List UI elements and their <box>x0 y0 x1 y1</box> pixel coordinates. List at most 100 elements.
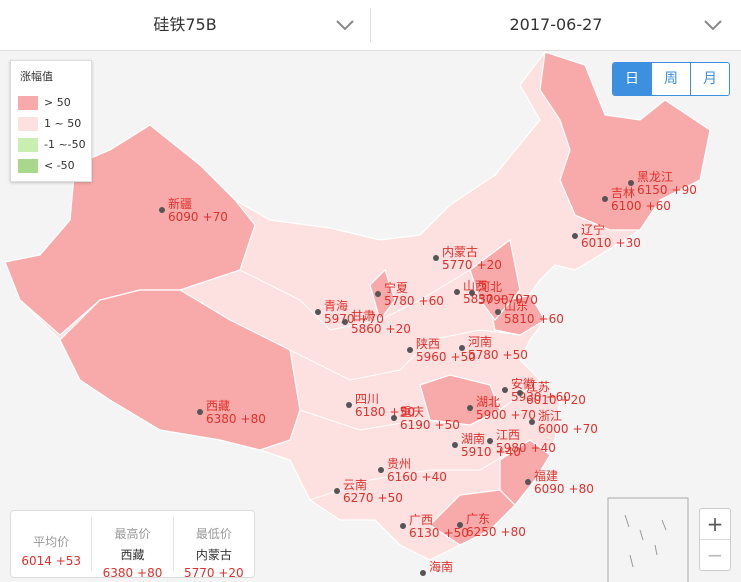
city-dot[interactable] <box>454 289 460 295</box>
legend-title: 涨幅值 <box>20 70 53 83</box>
change: +90 <box>672 183 697 197</box>
border <box>299 379 541 431</box>
change: +30 <box>616 236 641 250</box>
province-name: 山西 <box>463 279 487 293</box>
change: +70 <box>511 408 536 422</box>
city-dot[interactable] <box>197 409 203 415</box>
change: +70 <box>573 422 598 436</box>
header: 硅铁75B 2017-06-27 <box>0 0 741 51</box>
province-name: 江西 <box>496 428 520 442</box>
product-select[interactable]: 硅铁75B <box>0 0 370 50</box>
period-tab[interactable]: 月 <box>690 63 729 95</box>
province-name: 辽宁 <box>581 222 605 237</box>
province-value: 5910 +40 <box>461 445 521 459</box>
province-name: 云南 <box>343 477 367 492</box>
city-dot[interactable] <box>457 522 463 528</box>
city-dot[interactable] <box>315 309 321 315</box>
province-name: 内蒙古 <box>442 244 478 259</box>
price: 6160 <box>387 470 418 484</box>
chevron <box>704 20 722 31</box>
city-dot[interactable] <box>525 479 531 485</box>
change: +60 <box>539 312 564 326</box>
legend-swatch <box>18 95 38 110</box>
summary-price: 6014 <box>21 554 52 568</box>
province-value: 5810 +60 <box>504 312 564 326</box>
city-dot[interactable] <box>487 438 493 444</box>
date-select[interactable]: 2017-06-27 <box>371 0 741 50</box>
change: +50 <box>390 405 415 419</box>
price: 5860 <box>351 322 382 336</box>
zoom-button[interactable]: − <box>700 539 730 570</box>
price: 5810 <box>504 312 535 326</box>
province-name: 四川 <box>355 392 379 406</box>
province-value: 6380 +80 <box>206 412 266 426</box>
province-name: 新疆 <box>168 196 192 211</box>
price: 6380 <box>206 412 237 426</box>
city-dot[interactable] <box>346 402 352 408</box>
city-dot[interactable] <box>467 405 473 411</box>
product: 硅铁75B <box>153 15 217 34</box>
legend-item: > 50 <box>11 92 91 113</box>
price: 5900 <box>476 408 507 422</box>
city-dot[interactable] <box>452 442 458 448</box>
province-name: 河北 <box>478 280 502 294</box>
summary-value: 5770 +20 <box>174 566 254 580</box>
date: 2017-06-27 <box>509 15 603 34</box>
city-dot[interactable] <box>159 207 165 213</box>
price: 6090 <box>534 482 565 496</box>
province-name: 河南 <box>468 334 492 349</box>
price: 6150 <box>637 183 668 197</box>
city-dot[interactable] <box>469 290 475 296</box>
province-name: 黑龙江 <box>637 170 673 184</box>
province-name: 江苏 <box>526 380 550 394</box>
legend-swatch <box>18 137 38 152</box>
summary-cell: 最低价 内蒙古 5770 +20 <box>172 517 254 580</box>
region-xinjiang[interactable] <box>4 124 256 336</box>
zoom-button[interactable]: + <box>706 512 724 536</box>
city-dot[interactable] <box>572 233 578 239</box>
region-hebei[interactable] <box>469 238 521 321</box>
price: 6190 <box>400 418 431 432</box>
change: +60 <box>646 199 671 213</box>
zoom-control: + − <box>699 508 731 571</box>
city-dot[interactable] <box>433 255 439 261</box>
price: 6180 <box>355 405 386 419</box>
price: 5790 <box>478 293 509 307</box>
region-ningxia[interactable] <box>369 268 396 322</box>
summary-label: 最高价 <box>114 527 151 541</box>
province-value: 5770 +20 <box>442 258 502 272</box>
summary-cell: 平均价 6014 +53 <box>11 517 91 571</box>
summary-label: 最低价 <box>195 527 232 541</box>
city-dot[interactable] <box>602 196 608 202</box>
city-dot[interactable] <box>375 291 381 297</box>
city-dot[interactable] <box>391 415 397 421</box>
legend-label: > 50 <box>44 96 71 109</box>
period-tab[interactable]: 周 <box>651 63 690 95</box>
city-dot[interactable] <box>459 345 465 351</box>
change: +70 <box>498 292 523 306</box>
period-tab[interactable]: 日 <box>613 63 651 95</box>
city-dot[interactable] <box>495 309 501 315</box>
summary-change: +20 <box>218 566 244 580</box>
city-dot[interactable] <box>529 419 535 425</box>
region-guangdong[interactable] <box>429 489 522 546</box>
summary-cell: 最高价 西藏 6380 +80 <box>91 517 172 580</box>
region-northeast[interactable] <box>539 51 711 231</box>
change: +80 <box>501 525 526 539</box>
city-dot[interactable] <box>334 488 340 494</box>
city-dot[interactable] <box>628 180 634 186</box>
city-dot[interactable] <box>420 570 426 576</box>
city-dot[interactable] <box>378 467 384 473</box>
province-value: 5970 +70 <box>324 312 384 326</box>
province-value: 5830 +70 <box>463 292 523 306</box>
city-dot[interactable] <box>400 523 406 529</box>
city-dot[interactable] <box>502 387 508 393</box>
change: +20 <box>477 258 502 272</box>
city-dot[interactable] <box>342 319 348 325</box>
city-dot[interactable] <box>407 347 413 353</box>
city-dot[interactable] <box>517 390 523 396</box>
change: +50 <box>503 348 528 362</box>
province-name: 青海 <box>324 298 348 313</box>
price: 5780 <box>468 348 499 362</box>
region-xizang[interactable] <box>59 289 301 451</box>
